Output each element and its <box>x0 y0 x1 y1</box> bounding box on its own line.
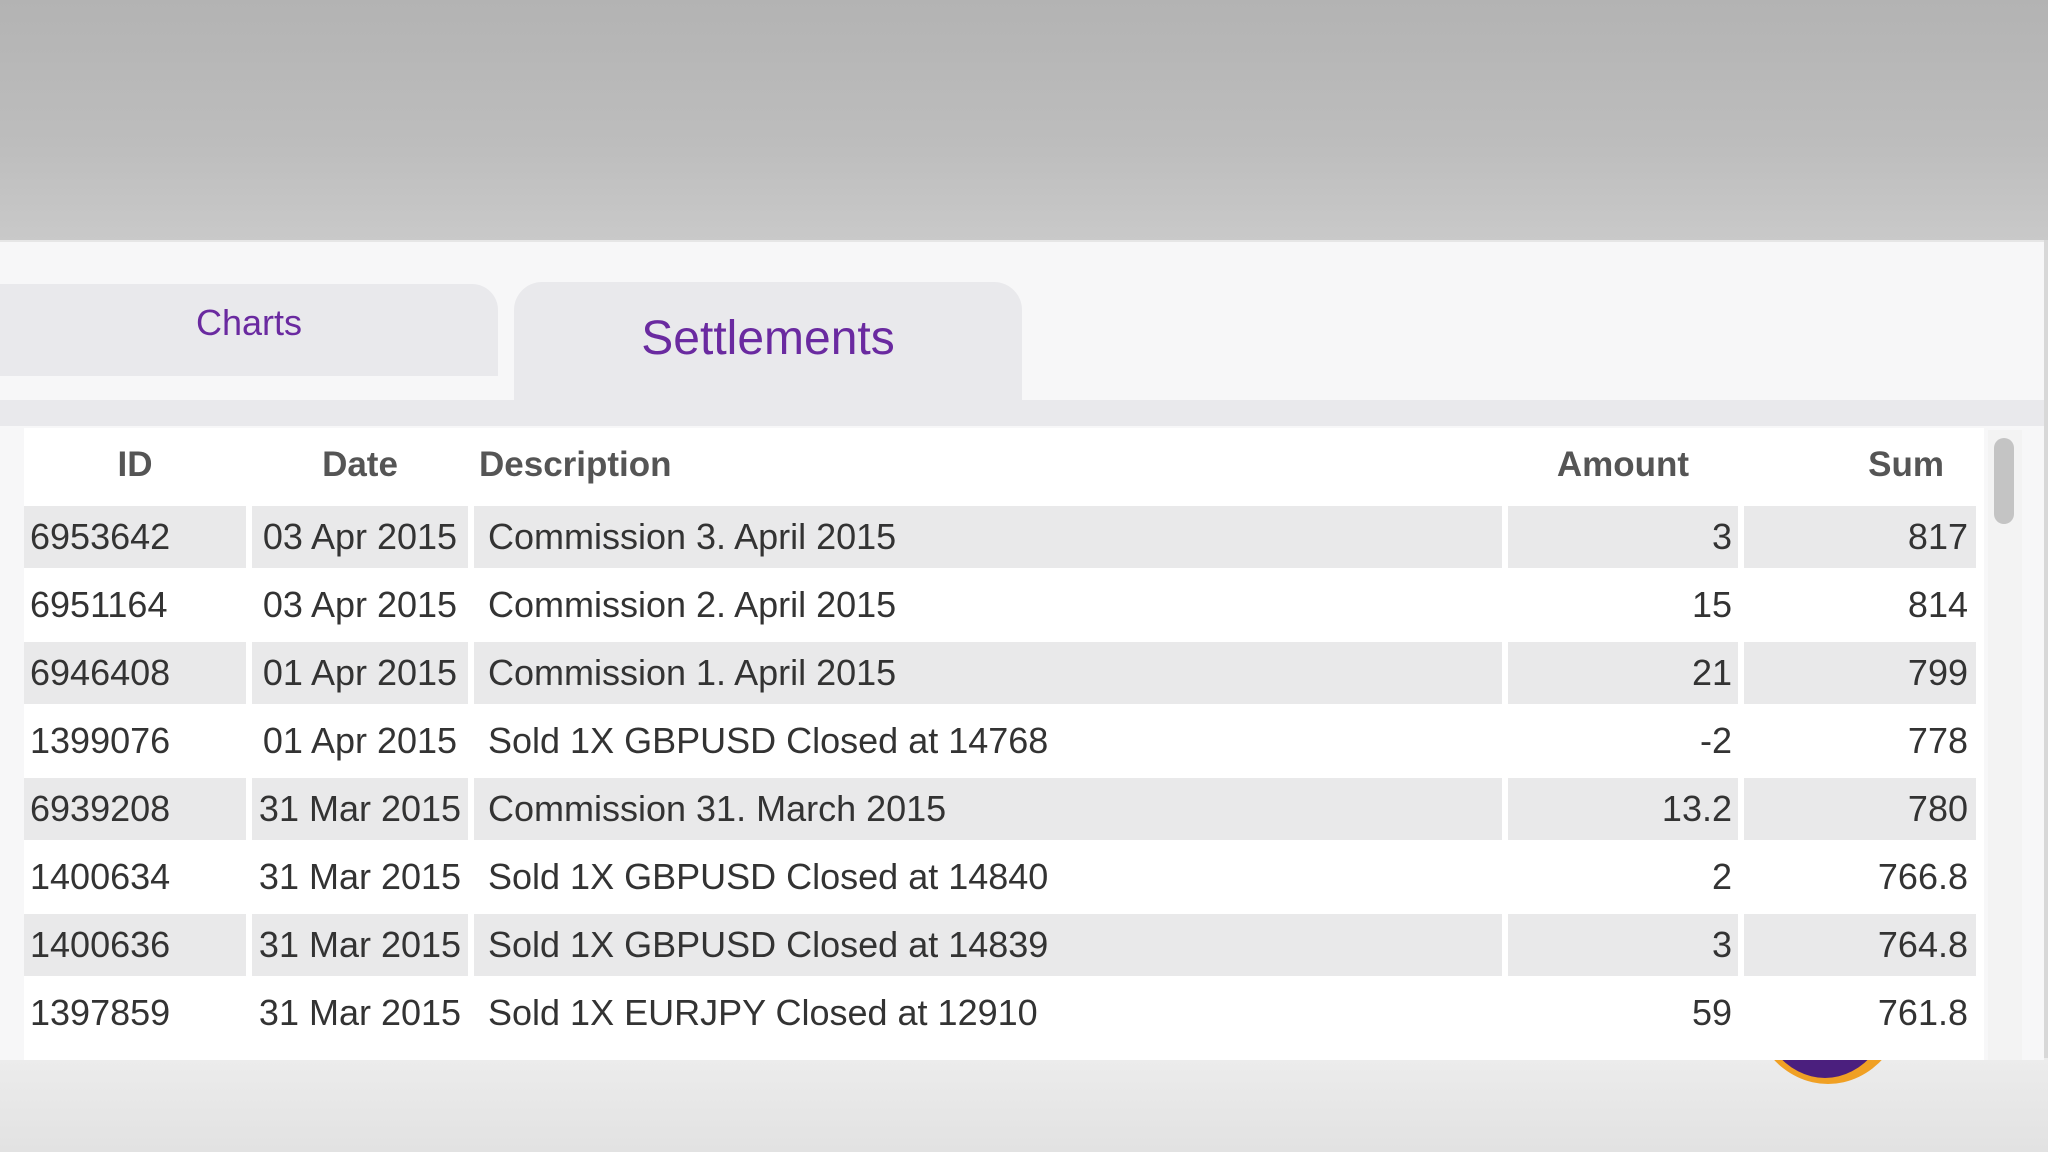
cell-amount: -2 <box>1699 720 1732 761</box>
table-row[interactable]: 1400636 31 Mar 2015 Sold 1X GBPUSD Close… <box>24 914 1984 976</box>
tab-settlements-label: Settlements <box>641 311 895 365</box>
scrollbar-thumb[interactable] <box>1994 438 2014 524</box>
tab-settlements[interactable]: Settlements <box>514 282 1022 400</box>
cell-amount: 3 <box>1508 914 1738 976</box>
cell-sum: 766.8 <box>1877 856 1968 897</box>
tab-strip <box>0 400 2044 426</box>
cell-amount: 2 <box>1711 856 1732 897</box>
cell-sum: 799 <box>1744 642 1976 704</box>
cell-description: Sold 1X EURJPY Closed at 12910 <box>488 992 1038 1033</box>
cell-id: 1399076 <box>30 720 171 761</box>
cell-amount: 15 <box>1691 584 1732 625</box>
top-backdrop <box>0 0 2048 240</box>
cell-id: 6953642 <box>24 506 246 568</box>
settlements-table: ID Date Description Amount Sum 6953642 0… <box>24 428 1984 1060</box>
column-header-description[interactable]: Description <box>479 445 672 484</box>
table-row[interactable]: 6953642 03 Apr 2015 Commission 3. April … <box>24 506 1984 568</box>
bottom-backdrop <box>0 1058 2048 1152</box>
cell-amount: 21 <box>1508 642 1738 704</box>
column-header-sum[interactable]: Sum <box>1868 445 1944 484</box>
table-row[interactable]: 6951164 03 Apr 2015 Commission 2. April … <box>24 574 1984 636</box>
cell-date: 31 Mar 2015 <box>252 914 468 976</box>
panel-edge <box>2044 240 2048 1058</box>
cell-sum: 780 <box>1744 778 1976 840</box>
cell-description: Sold 1X GBPUSD Closed at 14840 <box>488 856 1049 897</box>
cell-description: Commission 31. March 2015 <box>474 778 1502 840</box>
cell-description: Commission 1. April 2015 <box>474 642 1502 704</box>
cell-id: 1397859 <box>30 992 171 1033</box>
column-header-date[interactable]: Date <box>322 445 398 484</box>
cell-date: 31 Mar 2015 <box>258 992 462 1033</box>
cell-sum: 814 <box>1907 584 1968 625</box>
cell-sum: 817 <box>1744 506 1976 568</box>
cell-sum: 764.8 <box>1744 914 1976 976</box>
cell-date: 31 Mar 2015 <box>258 856 462 897</box>
cell-date: 01 Apr 2015 <box>252 642 468 704</box>
cell-amount: 59 <box>1691 992 1732 1033</box>
cell-date: 03 Apr 2015 <box>252 506 468 568</box>
table-row[interactable]: 1397859 31 Mar 2015 Sold 1X EURJPY Close… <box>24 982 1984 1044</box>
cell-sum: 778 <box>1907 720 1968 761</box>
cell-date: 03 Apr 2015 <box>262 584 458 625</box>
tab-charts-label: Charts <box>195 302 303 343</box>
tab-charts[interactable]: Charts <box>0 284 498 376</box>
settlements-panel: Charts Settlements ID Date Description A… <box>0 240 2044 1060</box>
cell-id: 6939208 <box>24 778 246 840</box>
table-row[interactable]: 6939208 31 Mar 2015 Commission 31. March… <box>24 778 1984 840</box>
vertical-scrollbar[interactable] <box>1988 430 2022 1060</box>
cell-id: 1400636 <box>24 914 246 976</box>
cell-id: 6946408 <box>24 642 246 704</box>
cell-date: 01 Apr 2015 <box>262 720 458 761</box>
table-row[interactable]: 6946408 01 Apr 2015 Commission 1. April … <box>24 642 1984 704</box>
cell-description: Commission 2. April 2015 <box>488 584 897 625</box>
cell-description: Sold 1X GBPUSD Closed at 14839 <box>474 914 1502 976</box>
column-header-amount[interactable]: Amount <box>1556 445 1690 484</box>
table-row[interactable]: 1399076 01 Apr 2015 Sold 1X GBPUSD Close… <box>24 710 1984 772</box>
cell-description: Commission 3. April 2015 <box>474 506 1502 568</box>
cell-sum: 761.8 <box>1877 992 1968 1033</box>
cell-date: 31 Mar 2015 <box>252 778 468 840</box>
cell-description: Sold 1X GBPUSD Closed at 14768 <box>488 720 1049 761</box>
table-row[interactable]: 1400634 31 Mar 2015 Sold 1X GBPUSD Close… <box>24 846 1984 908</box>
cell-id: 1400634 <box>30 856 171 897</box>
cell-amount: 3 <box>1508 506 1738 568</box>
cell-amount: 13.2 <box>1508 778 1738 840</box>
cell-id: 6951164 <box>30 584 168 625</box>
column-header-id[interactable]: ID <box>117 445 153 484</box>
